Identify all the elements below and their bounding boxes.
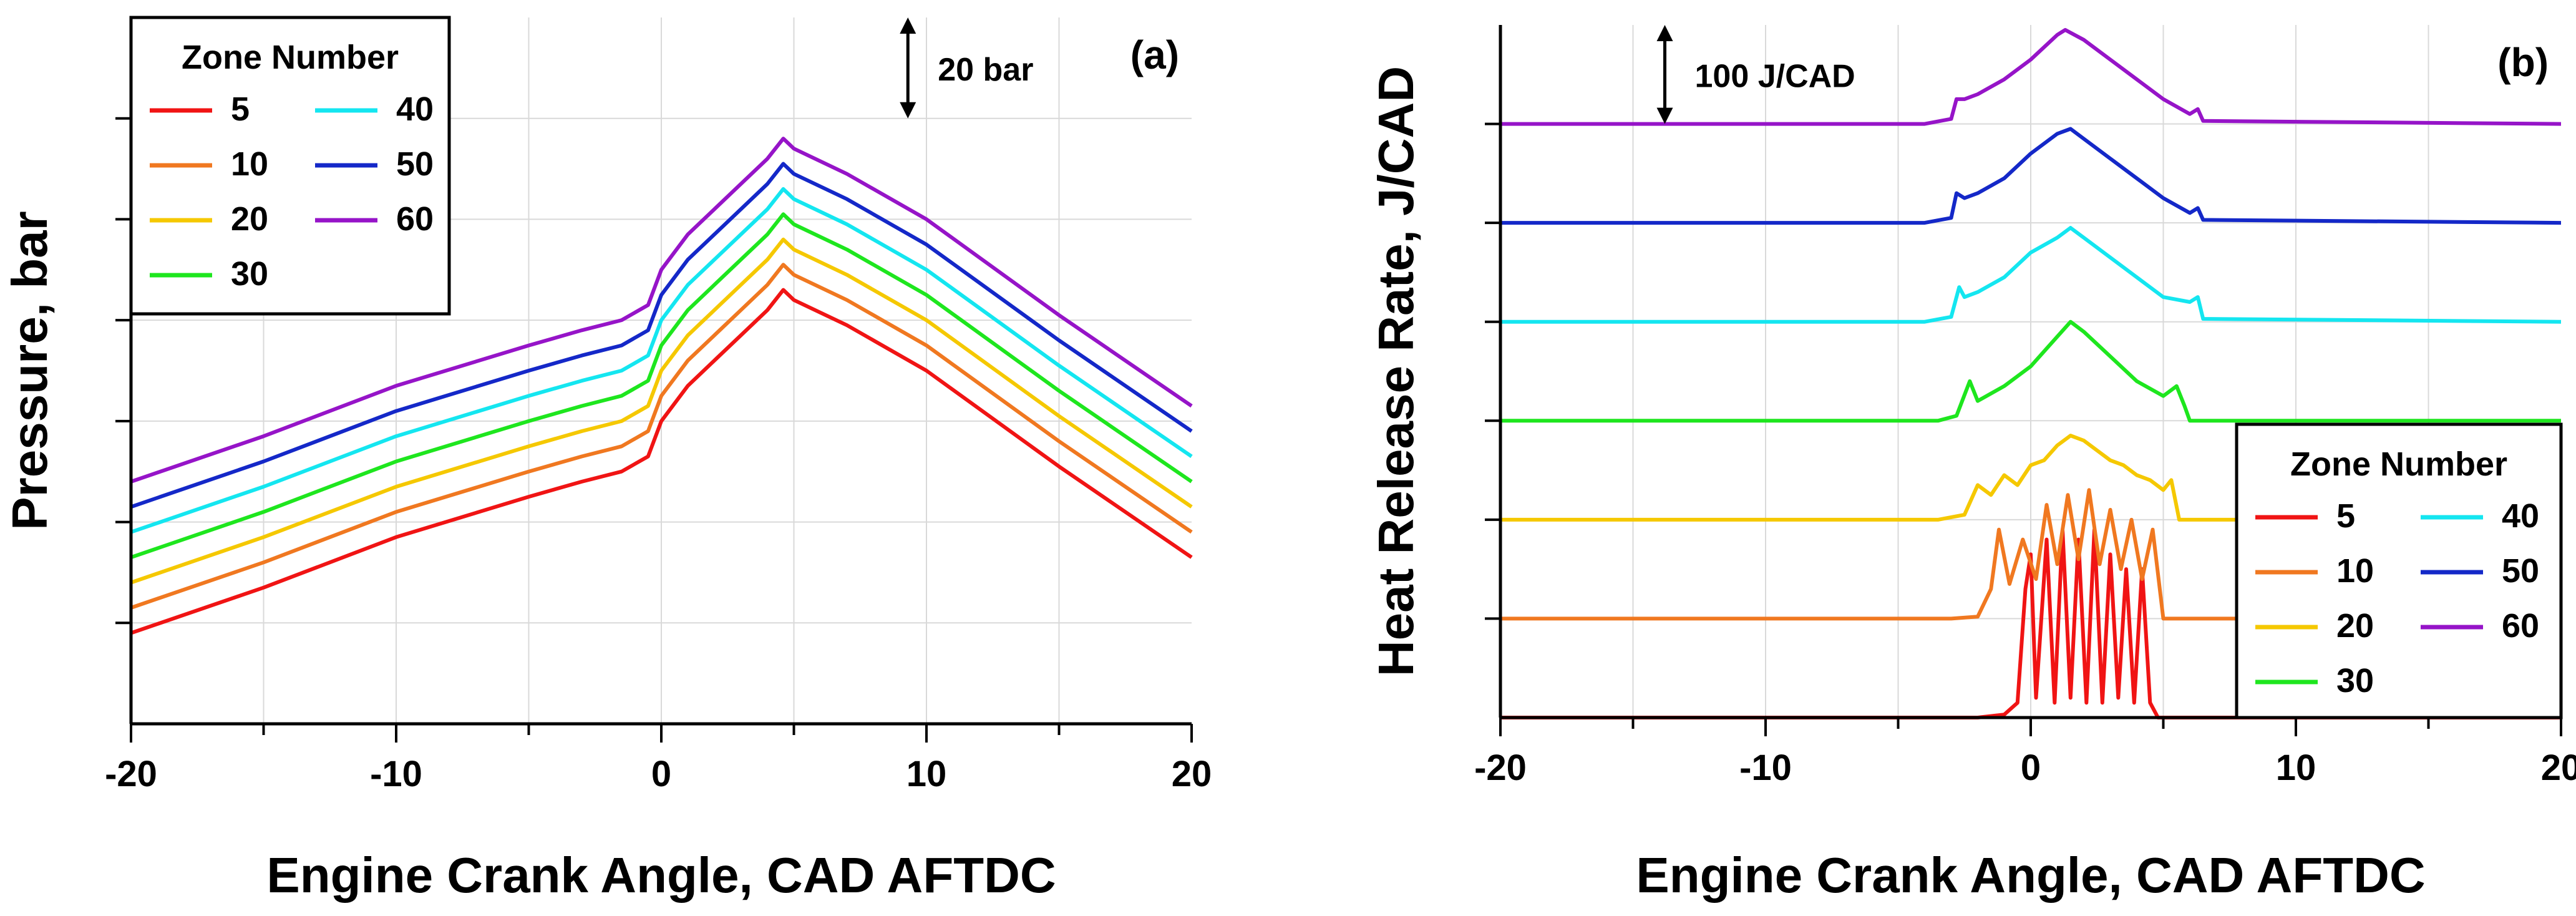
legend-label-zone-30: 30 [231, 255, 268, 293]
scale-bar-arrowhead-bottom [900, 102, 916, 119]
legend-label-zone-10: 10 [231, 145, 268, 183]
x-tick-label: 20 [2541, 748, 2576, 788]
x-tick-label: -10 [1739, 748, 1792, 788]
legend-label-zone-60: 60 [396, 200, 434, 238]
x-axis-title: Engine Crank Angle, CAD AFTDC [1636, 847, 2425, 903]
panel-label: (b) [2497, 40, 2549, 85]
panel-label: (a) [1130, 32, 1179, 77]
series-line-zone-30 [1500, 319, 2561, 423]
legend-label-zone-10: 10 [2336, 552, 2374, 590]
legend-title: Zone Number [182, 39, 399, 76]
x-tick-label: 10 [906, 754, 947, 794]
x-tick-label: -20 [1474, 748, 1527, 788]
x-tick-label: 0 [651, 754, 671, 794]
scale-bar-label: 20 bar [938, 52, 1033, 88]
x-tick-label: 10 [2276, 748, 2316, 788]
x-tick-label: -20 [105, 754, 157, 794]
legend-label-zone-5: 5 [231, 90, 250, 128]
series-line-zone-40 [1500, 226, 2562, 324]
legend-label-zone-30: 30 [2336, 662, 2374, 699]
panel-a-pressure: -20 -10 0 10 20 Engine Crank Angle, CAD AFTDC… [2, 16, 1212, 903]
scale-bar-arrowhead-bottom [1656, 107, 1673, 124]
x-tick-label: 20 [1172, 754, 1212, 794]
series-line-zone-5 [130, 288, 1193, 635]
series-line-zone-5 [1500, 527, 2561, 719]
legend-label-zone-50: 50 [2502, 552, 2539, 590]
scale-bar-arrowhead-top [900, 17, 916, 34]
series-line-zone-50 [130, 162, 1193, 509]
series-line-zone-40 [130, 187, 1193, 534]
series-line-zone-30 [130, 212, 1193, 560]
series-line-zone-10 [1500, 488, 2561, 621]
series-line-zone-60 [1500, 27, 2562, 126]
series-line-zone-50 [1500, 127, 2562, 225]
scale-bar-arrowhead-top [1656, 25, 1673, 41]
series-line-zone-60 [130, 137, 1193, 484]
legend-label-zone-20: 20 [2336, 607, 2374, 645]
x-axis-title: Engine Crank Angle, CAD AFTDC [266, 847, 1056, 903]
legend-label-zone-40: 40 [2502, 497, 2539, 535]
y-axis-title: Heat Release Rate, J/CAD [1368, 66, 1424, 676]
legend-label-zone-20: 20 [231, 200, 268, 238]
series-line-zone-20 [130, 237, 1193, 585]
legend-label-zone-50: 50 [396, 145, 434, 183]
scale-bar-label: 100 J/CAD [1695, 58, 1855, 94]
legend-label-zone-40: 40 [396, 90, 434, 128]
x-tick-label: 0 [2021, 748, 2041, 788]
series-line-zone-10 [130, 263, 1193, 610]
legend-title: Zone Number [2290, 446, 2507, 483]
legend-label-zone-5: 5 [2336, 497, 2355, 535]
series-line-zone-20 [1500, 434, 2561, 522]
panel-b-heat-release: -20 -10 0 10 20 Engine Crank Angle, CAD AFTDC… [1368, 25, 2576, 903]
y-axis-title: Pressure, bar [2, 211, 57, 530]
x-tick-label: -10 [370, 754, 422, 794]
legend-label-zone-60: 60 [2502, 607, 2539, 645]
